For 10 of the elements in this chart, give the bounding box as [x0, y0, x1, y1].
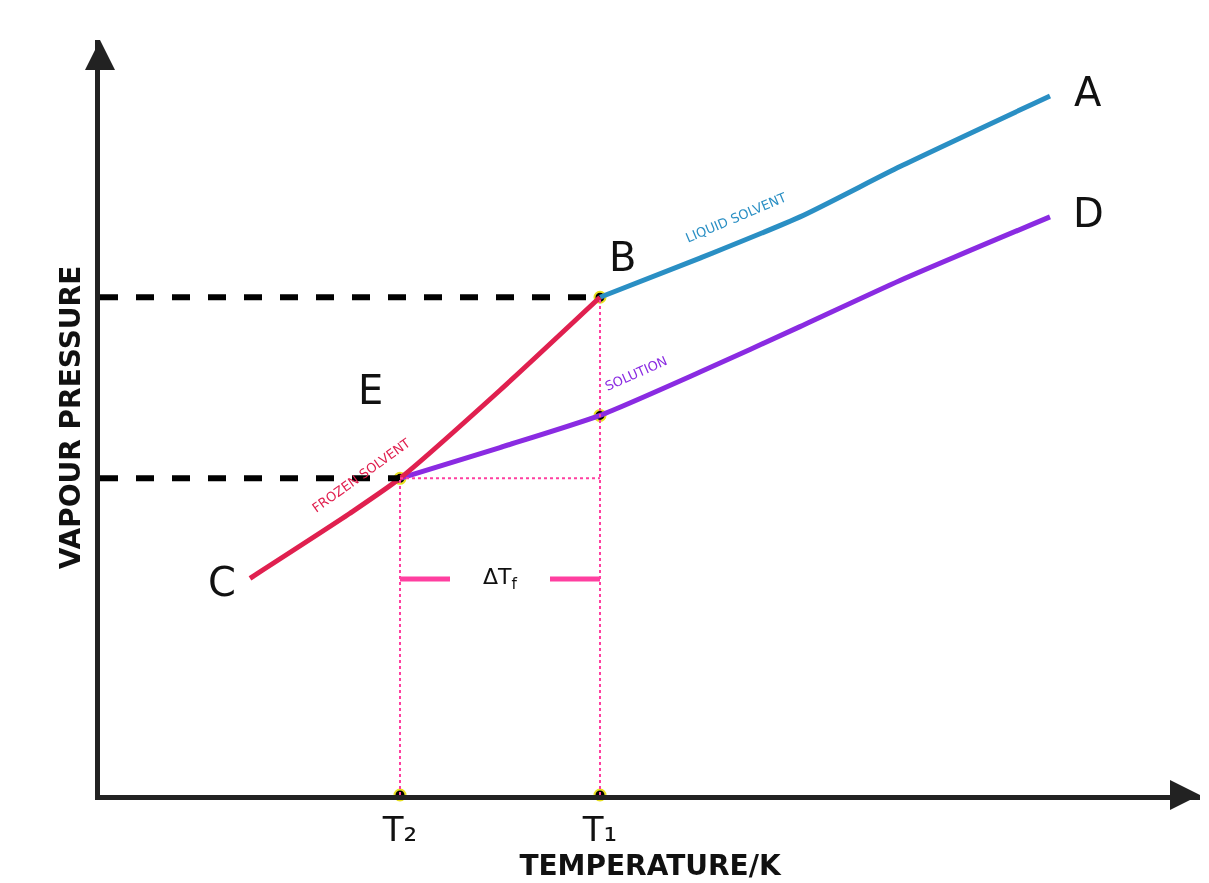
x-axis-title: TEMPERATURE/K [519, 848, 782, 882]
annotation: ΔT$_{f}$ [483, 564, 518, 593]
x-tick-label: T₁ [581, 808, 618, 849]
annotation: A [1074, 69, 1102, 115]
annotation: C [208, 559, 236, 605]
annotation: E [358, 367, 384, 413]
annotation: B [609, 234, 637, 280]
y-axis-title: VAPOUR PRESSURE [53, 265, 87, 570]
x-tick-label: T₂ [381, 808, 418, 849]
annotation: D [1073, 190, 1104, 236]
